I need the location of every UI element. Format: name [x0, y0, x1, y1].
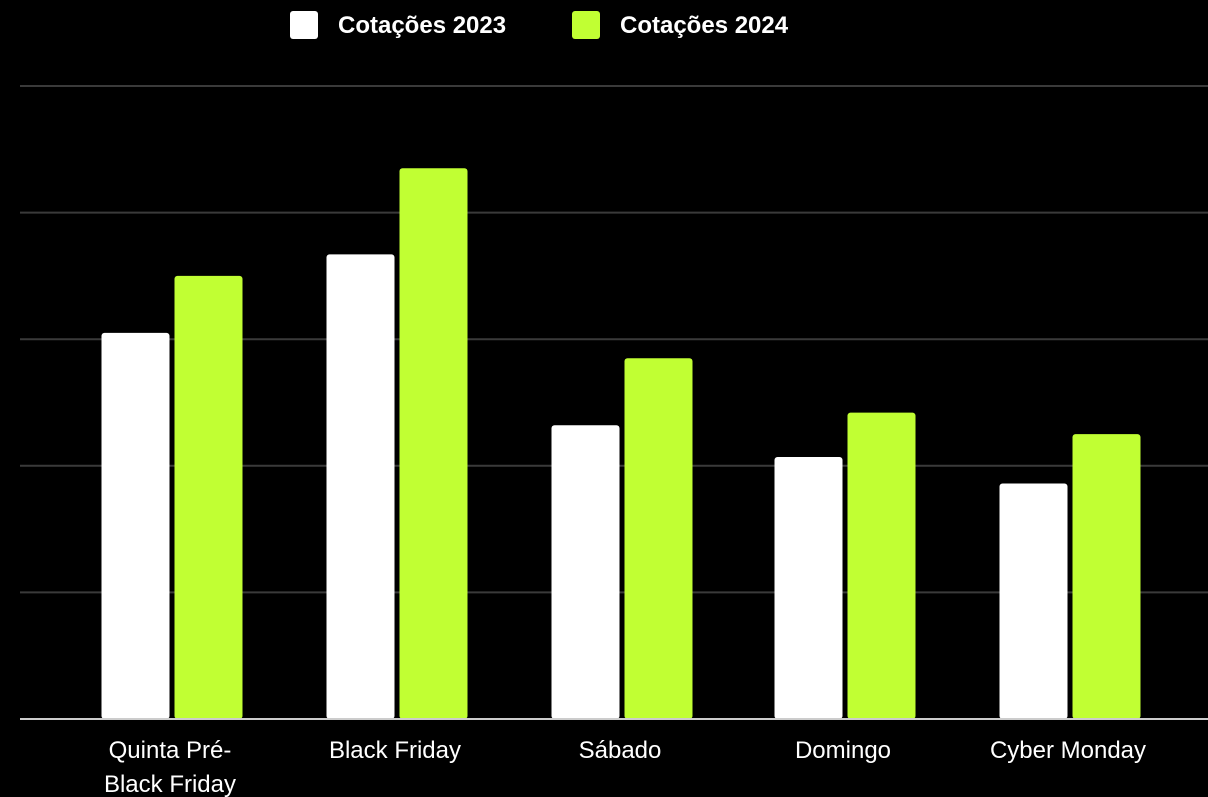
legend-swatch: [290, 11, 318, 39]
legend-label: Cotações 2023: [338, 12, 506, 39]
x-tick-label-line: Black Friday: [104, 771, 236, 797]
x-tick-label-line: Domingo: [795, 737, 891, 764]
bar-series-2: [1072, 434, 1141, 719]
bars: [101, 168, 1141, 720]
legend-swatch: [572, 11, 600, 39]
x-tick-label-line: Sábado: [579, 737, 662, 764]
bar-series-1: [101, 332, 170, 719]
x-tick-label: Quinta Pré- Black Friday: [104, 737, 236, 797]
legend: Cotações 2023 Cotações 2024: [290, 11, 789, 39]
bar-series-1: [999, 483, 1068, 719]
x-tick-label: Cyber Monday: [990, 737, 1146, 764]
bar-series-2: [847, 412, 916, 719]
bar-series-2: [624, 358, 693, 719]
x-tick-label: Sábado: [579, 737, 662, 764]
bar-series-1: [326, 254, 395, 720]
bar-series-2: [399, 168, 468, 720]
x-tick-label-line: Quinta Pré-: [109, 737, 232, 764]
x-tick-label: Domingo: [795, 737, 891, 764]
bar-series-2: [174, 275, 243, 719]
x-tick-labels: Quinta Pré- Black Friday Black Friday Sábad…: [104, 737, 1146, 797]
bar-series-1: [551, 425, 620, 719]
legend-label: Cotações 2024: [620, 12, 789, 39]
x-tick-label: Black Friday: [329, 737, 461, 764]
x-tick-label-line: Black Friday: [329, 737, 461, 764]
x-tick-label-line: Cyber Monday: [990, 737, 1146, 764]
bar-series-1: [774, 456, 843, 719]
